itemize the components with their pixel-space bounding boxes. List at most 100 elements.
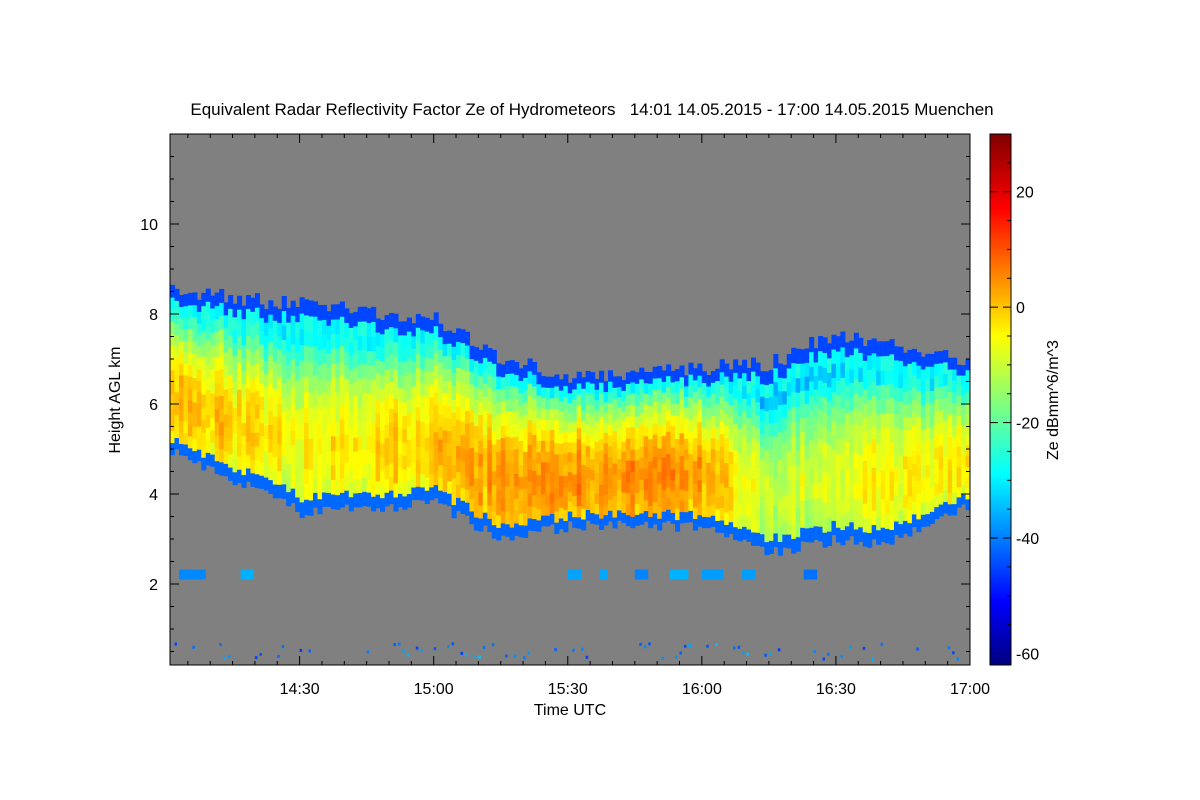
field-cell	[402, 468, 408, 483]
field-cell	[299, 375, 305, 393]
field-cell	[719, 396, 725, 410]
field-cell	[429, 371, 435, 385]
field-cell	[527, 358, 533, 372]
field-cell	[826, 429, 833, 446]
field-cell	[286, 477, 292, 493]
field-cell	[800, 486, 806, 501]
field-cell	[947, 481, 953, 494]
x-tick-label: 15:30	[548, 681, 588, 698]
field-cell	[616, 489, 622, 501]
field-cell	[353, 311, 359, 327]
field-cell	[795, 406, 801, 422]
y-axis-label: Height AGL km	[107, 346, 124, 453]
field-cell	[321, 348, 328, 364]
field-cell	[380, 333, 386, 348]
field-cell	[514, 485, 520, 499]
field-cell	[281, 411, 287, 427]
field-cell	[826, 473, 833, 489]
field-cell	[277, 362, 283, 377]
colorbar-tick-label: -40	[1016, 531, 1039, 548]
field-cell	[469, 345, 475, 360]
field-cell	[773, 491, 779, 506]
field-cell	[214, 395, 220, 410]
field-cell	[929, 426, 935, 440]
field-cell	[456, 458, 462, 472]
field-cell	[554, 499, 560, 512]
field-cell	[330, 362, 336, 378]
y-tick-label: 2	[149, 577, 158, 594]
field-cell	[634, 503, 640, 515]
field-cell	[313, 477, 319, 493]
field-cell	[505, 436, 511, 450]
field-cell	[961, 424, 967, 436]
field-cell	[719, 359, 725, 373]
field-cell	[187, 388, 193, 401]
field-cell	[388, 312, 395, 328]
field-cell	[214, 447, 220, 462]
field-cell	[210, 320, 216, 333]
field-cell	[831, 377, 837, 393]
field-cell	[192, 304, 198, 318]
field-cell	[259, 383, 265, 397]
field-cell	[397, 347, 404, 362]
field-cell	[920, 368, 926, 382]
field-cell	[961, 484, 967, 495]
field-cell	[330, 421, 336, 437]
field-cell	[286, 392, 292, 408]
field-cell	[835, 395, 841, 411]
field-cell	[862, 503, 868, 519]
field-cell	[406, 493, 412, 508]
clutter-point	[277, 654, 280, 658]
field-cell	[670, 457, 676, 470]
field-cell	[929, 366, 935, 379]
field-cell	[751, 411, 757, 426]
field-cell	[335, 479, 341, 496]
field-cell	[317, 364, 323, 381]
field-cell	[371, 452, 377, 468]
field-cell	[545, 440, 551, 452]
field-cell	[277, 443, 283, 458]
field-cell	[768, 514, 774, 528]
field-cell	[634, 481, 640, 494]
clutter-point	[308, 649, 312, 653]
field-cell	[344, 434, 350, 449]
field-cell	[768, 461, 774, 476]
field-cell	[670, 468, 676, 481]
field-cell	[223, 364, 229, 378]
field-cell	[518, 380, 524, 393]
field-cell	[567, 510, 573, 522]
field-cell	[205, 376, 211, 390]
field-cell	[813, 402, 819, 418]
field-cell	[205, 288, 211, 302]
field-cell	[402, 388, 408, 403]
field-cell	[406, 358, 412, 373]
field-cell	[643, 489, 649, 501]
field-cell	[281, 454, 287, 470]
field-cell	[397, 321, 404, 336]
field-cell	[540, 408, 547, 420]
field-cell	[219, 421, 225, 436]
field-cell	[380, 347, 386, 362]
field-cell	[344, 448, 350, 463]
field-cell	[563, 509, 569, 522]
field-cell	[733, 436, 739, 451]
field-cell	[777, 459, 783, 474]
field-cell	[688, 476, 694, 489]
field-cell	[728, 463, 734, 476]
field-cell	[411, 348, 417, 362]
field-cell	[719, 519, 725, 533]
field-cell	[223, 438, 229, 452]
field-cell	[768, 435, 774, 450]
field-cell	[259, 356, 265, 371]
field-cell	[433, 338, 439, 353]
field-cell	[335, 406, 341, 422]
field-cell	[648, 460, 654, 473]
field-cell	[263, 412, 269, 426]
field-cell	[277, 457, 283, 472]
field-cell	[402, 361, 408, 376]
field-cell	[491, 443, 497, 458]
field-cell	[746, 405, 752, 419]
field-cell	[290, 473, 296, 489]
field-cell	[795, 507, 801, 523]
field-cell	[934, 506, 940, 520]
